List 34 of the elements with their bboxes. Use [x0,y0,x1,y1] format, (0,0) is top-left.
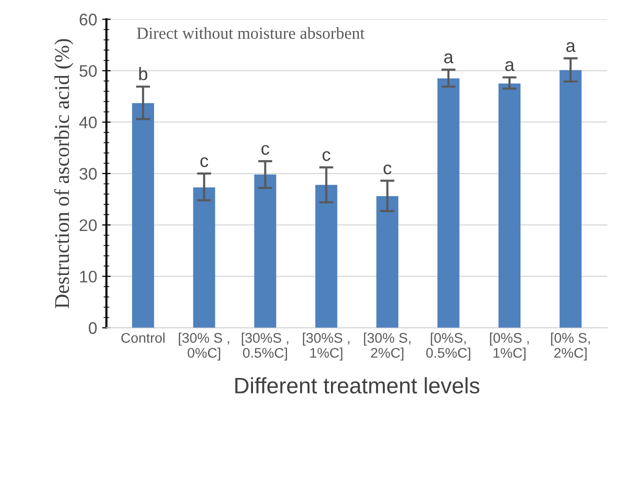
annotation: c [200,157,208,168]
y-tick-label: 10 [80,270,97,283]
x-tick-label: [30% S , 0%C] [178,332,230,361]
bar [193,187,216,328]
x-tick-label: Control [121,332,165,343]
y-tick-label: 60 [80,14,97,26]
bar [560,70,582,328]
bar [498,84,520,328]
bar [437,78,460,328]
annotation: a [566,42,576,52]
x-tick-label: [0%S , 1%C] [490,332,529,361]
chart-title: Direct without moisture absorbent [136,27,365,39]
annotation: c [322,151,330,162]
y-tick-label: 50 [80,65,97,77]
bar [315,184,338,328]
x-tick-label: [0% S, 2%C] [551,332,590,361]
y-axis-title: Destruction of ascorbic acid (%) [54,39,74,308]
annotation: a [505,61,515,72]
x-tick-label: [30% S, 2%C] [364,332,410,361]
y-tick-label: 0 [88,322,97,334]
y-tick-label: 20 [80,219,97,232]
annotation: c [261,144,270,155]
x-tick-label: [30%S , 1%C] [302,332,350,361]
x-tick-label: [30%S , 0.5%C] [242,332,288,361]
annotation: b [139,67,148,80]
y-tick-label: 30 [79,168,97,180]
bar [132,103,154,328]
bar [376,196,398,328]
x-tick-label: [0%S, 0.5%C] [426,332,470,361]
annotation: c [384,164,392,174]
bar [254,174,276,328]
x-axis-title: Different treatment levels [235,377,480,394]
annotation: a [444,53,454,64]
y-tick-label: 40 [79,116,97,128]
